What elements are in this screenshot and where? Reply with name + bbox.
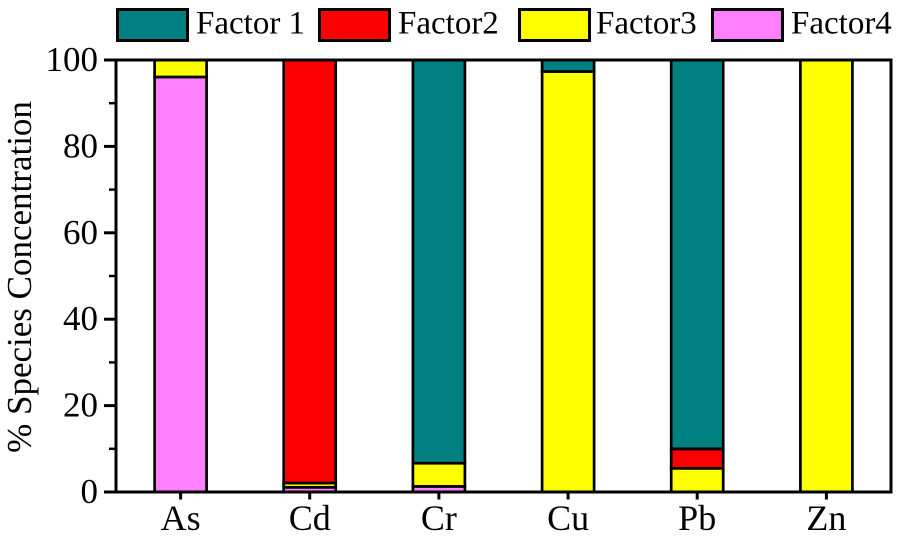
svg-text:% Species Concentration: % Species Concentration [0, 101, 39, 453]
svg-text:0: 0 [81, 472, 99, 511]
svg-text:Cr: Cr [421, 498, 457, 538]
svg-text:Pb: Pb [678, 498, 716, 538]
svg-text:Factor 1: Factor 1 [196, 6, 305, 42]
svg-text:20: 20 [63, 386, 98, 425]
svg-text:Factor2: Factor2 [398, 6, 499, 42]
svg-text:Factor3: Factor3 [596, 6, 697, 42]
svg-text:80: 80 [63, 126, 98, 165]
svg-text:Cu: Cu [547, 498, 589, 538]
svg-text:Factor4: Factor4 [791, 6, 892, 42]
svg-text:60: 60 [63, 213, 98, 252]
svg-text:100: 100 [46, 40, 99, 79]
svg-text:40: 40 [63, 299, 98, 338]
svg-text:Zn: Zn [806, 498, 846, 538]
svg-text:Cd: Cd [289, 498, 331, 538]
svg-text:As: As [161, 498, 201, 538]
